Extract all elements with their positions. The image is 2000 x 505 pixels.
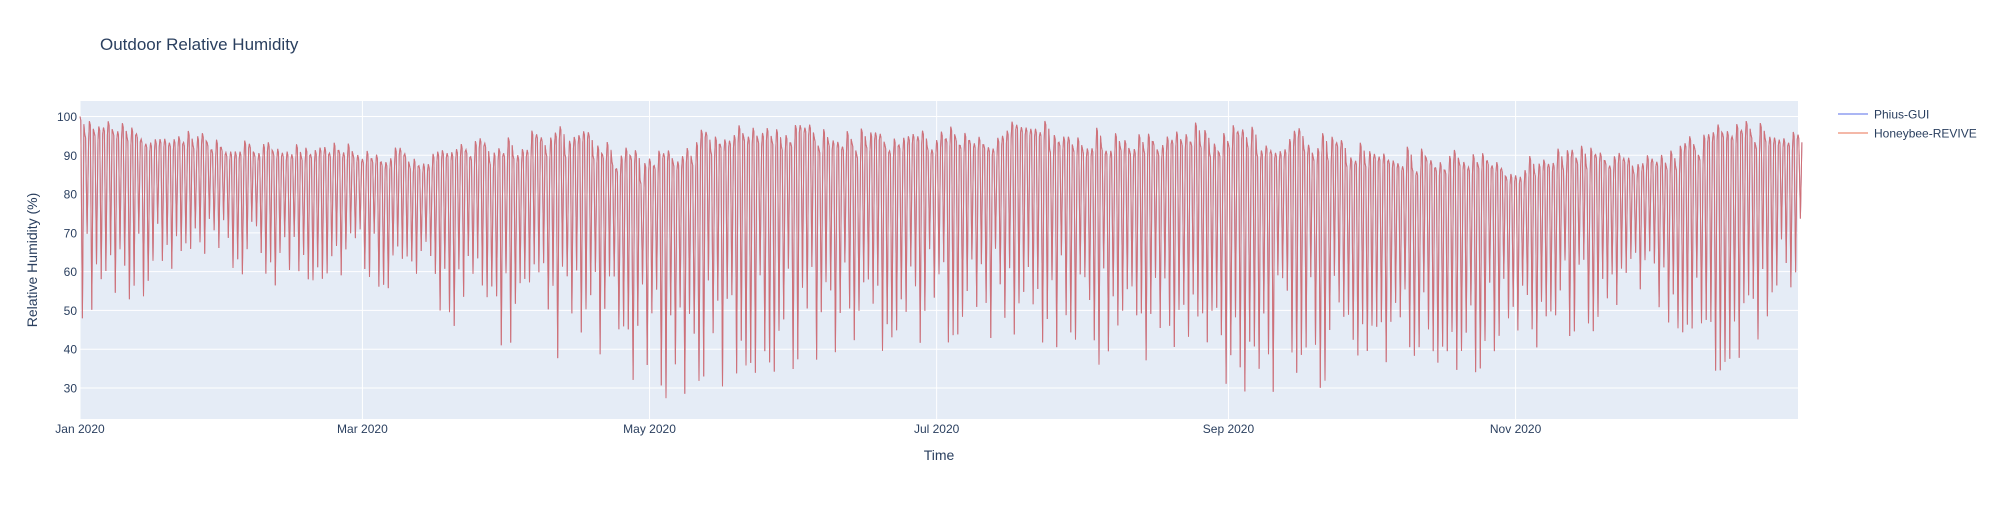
legend-label-phius: Phius-GUI bbox=[1874, 108, 1929, 122]
legend-item-phius[interactable]: Phius-GUI bbox=[1838, 108, 1929, 122]
x-tick-labels: Jan 2020 Mar 2020 May 2020 Jul 2020 Sep 2020… bbox=[55, 422, 1541, 436]
legend-item-honeybee[interactable]: Honeybee-REVIVE bbox=[1838, 127, 1977, 141]
y-axis-title: Relative Humidity (%) bbox=[24, 193, 40, 328]
legend[interactable]: Phius-GUI Honeybee-REVIVE bbox=[1838, 108, 1977, 141]
x-gridlines bbox=[79, 101, 1517, 419]
y-tick-label: 90 bbox=[64, 149, 78, 163]
x-axis-title: Time bbox=[924, 447, 955, 463]
y-gridlines bbox=[80, 116, 1798, 389]
y-tick-label: 100 bbox=[57, 110, 77, 124]
x-tick-label: May 2020 bbox=[623, 422, 676, 436]
y-tick-label: 70 bbox=[64, 226, 78, 240]
x-tick-label: Nov 2020 bbox=[1490, 422, 1542, 436]
y-tick-label: 40 bbox=[64, 343, 78, 357]
y-tick-label: 60 bbox=[64, 265, 78, 279]
series-overlap-line bbox=[79, 116, 1803, 399]
chart-title: Outdoor Relative Humidity bbox=[100, 35, 299, 54]
y-tick-label: 80 bbox=[64, 188, 78, 202]
y-tick-labels: 30 40 50 60 70 80 90 100 bbox=[57, 110, 77, 395]
x-tick-label: Sep 2020 bbox=[1203, 422, 1255, 436]
x-tick-label: Mar 2020 bbox=[337, 422, 388, 436]
series-layer bbox=[79, 116, 1803, 399]
x-tick-label: Jan 2020 bbox=[55, 422, 105, 436]
y-tick-label: 30 bbox=[64, 381, 78, 395]
y-tick-label: 50 bbox=[64, 304, 78, 318]
x-tick-label: Jul 2020 bbox=[914, 422, 960, 436]
legend-label-honeybee: Honeybee-REVIVE bbox=[1874, 127, 1977, 141]
